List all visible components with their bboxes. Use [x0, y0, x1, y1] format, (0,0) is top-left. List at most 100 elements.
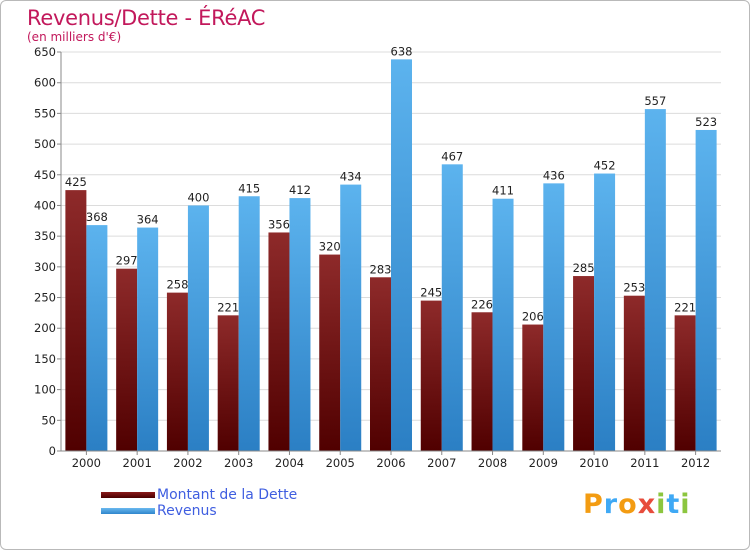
data-label-revenus-2011: 557: [644, 94, 666, 108]
bar-dette-2011: [623, 295, 645, 451]
data-label-dette-2012: 221: [674, 300, 696, 314]
data-label-dette-2004: 356: [268, 217, 290, 231]
legend: Montant de la Dette Revenus: [101, 487, 297, 519]
data-label-revenus-2002: 400: [187, 190, 209, 204]
bar-dette-2000: [65, 190, 87, 451]
x-tick-label: 2011: [630, 456, 659, 470]
legend-label-revenus: Revenus: [157, 503, 217, 519]
bar-revenus-2000: [86, 225, 108, 451]
data-label-dette-2000: 425: [65, 175, 87, 189]
y-tick-label: 650: [34, 45, 56, 59]
bar-dette-2010: [573, 276, 595, 451]
bar-revenus-2010: [594, 173, 616, 451]
logo-letter: o: [618, 489, 638, 520]
bar-dette-2008: [471, 312, 493, 451]
data-label-revenus-2008: 411: [492, 184, 514, 198]
bar-revenus-2003: [238, 196, 260, 451]
bar-revenus-2009: [543, 183, 565, 451]
legend-swatch-dette: [101, 492, 155, 498]
data-label-revenus-2005: 434: [340, 170, 362, 184]
bar-dette-2009: [522, 324, 544, 451]
x-tick-label: 2002: [173, 456, 202, 470]
bar-revenus-2001: [137, 227, 159, 451]
y-tick-label: 150: [34, 352, 56, 366]
data-label-revenus-2009: 436: [543, 168, 565, 182]
x-tick-label: 2001: [123, 456, 152, 470]
data-label-revenus-2004: 412: [289, 183, 311, 197]
data-label-dette-2008: 226: [471, 297, 493, 311]
data-label-revenus-2001: 364: [137, 213, 159, 227]
y-tick-label: 550: [34, 106, 56, 120]
data-label-dette-2001: 297: [116, 254, 138, 268]
data-label-dette-2002: 258: [166, 278, 188, 292]
bar-dette-2002: [166, 292, 188, 451]
data-label-revenus-2007: 467: [441, 149, 463, 163]
y-tick-label: 300: [34, 260, 56, 274]
x-tick-label: 2005: [326, 456, 355, 470]
data-label-dette-2006: 283: [370, 262, 392, 276]
data-label-revenus-2000: 368: [86, 210, 108, 224]
x-tick-label: 2003: [224, 456, 253, 470]
data-labels: 425 368 297 364 258 400 221 415 356 412 320 434 283 6…: [65, 44, 717, 323]
x-tick-label: 2012: [681, 456, 710, 470]
y-tick-label: 400: [34, 198, 56, 212]
data-label-revenus-2010: 452: [594, 159, 616, 173]
y-tick-label: 50: [41, 413, 56, 427]
legend-label-dette: Montant de la Dette: [157, 487, 298, 503]
bars: [65, 59, 717, 452]
bar-revenus-2008: [492, 198, 514, 451]
logo-letter: x: [637, 489, 657, 520]
data-label-revenus-2003: 415: [238, 181, 260, 195]
x-axis: 2000 2001 2002 2003 2004 2005 2006 2007 2008 2009…: [61, 450, 721, 470]
bar-dette-2003: [217, 315, 239, 451]
x-tick-label: 2009: [529, 456, 558, 470]
y-tick-label: 0: [49, 444, 56, 458]
data-label-revenus-2012: 523: [695, 115, 717, 129]
bar-dette-2012: [674, 315, 696, 451]
x-tick-label: 2010: [579, 456, 608, 470]
y-tick-label: 450: [34, 168, 56, 182]
data-label-dette-2005: 320: [319, 240, 341, 254]
bar-revenus-2007: [441, 164, 463, 451]
legend-item-revenus: Revenus: [101, 503, 297, 519]
bar-revenus-2005: [340, 184, 362, 452]
data-label-revenus-2006: 638: [391, 44, 413, 58]
x-tick-label: 2006: [376, 456, 405, 470]
logo-letter: i: [680, 489, 691, 520]
logo-letter: i: [656, 489, 667, 520]
bar-revenus-2004: [289, 198, 311, 451]
y-tick-label: 200: [34, 321, 56, 335]
data-label-dette-2003: 221: [217, 300, 239, 314]
logo-letter: P: [583, 489, 604, 520]
y-tick-label: 250: [34, 291, 56, 305]
proxiti-logo: Proxiti: [583, 489, 691, 520]
legend-item-dette: Montant de la Dette: [101, 487, 297, 503]
bar-dette-2004: [268, 232, 290, 451]
data-label-dette-2007: 245: [420, 286, 442, 300]
y-tick-label: 100: [34, 383, 56, 397]
logo-letter: t: [666, 489, 681, 520]
bar-dette-2007: [420, 300, 442, 451]
legend-swatch-revenus: [101, 508, 155, 514]
y-tick-label: 600: [34, 76, 56, 90]
y-axis: 0 50 100 150 200 250 300 350 400 450 500 550 600 650: [34, 45, 62, 458]
bar-dette-2005: [319, 254, 341, 451]
x-tick-label: 2007: [427, 456, 456, 470]
x-tick-label: 2000: [72, 456, 101, 470]
x-tick-label: 2004: [275, 456, 304, 470]
bar-dette-2001: [116, 268, 138, 451]
bar-dette-2006: [370, 277, 391, 451]
data-label-dette-2009: 206: [522, 310, 544, 324]
y-tick-label: 350: [34, 229, 56, 243]
bar-revenus-2006: [391, 59, 412, 452]
bar-revenus-2002: [187, 205, 209, 451]
bar-revenus-2012: [695, 129, 717, 451]
logo-letter: r: [603, 489, 619, 520]
chart-subtitle: (en milliers d'€): [27, 30, 122, 44]
x-tick-label: 2008: [478, 456, 507, 470]
data-label-dette-2011: 253: [623, 281, 645, 295]
bar-revenus-2011: [644, 109, 666, 451]
y-tick-label: 500: [34, 137, 56, 151]
